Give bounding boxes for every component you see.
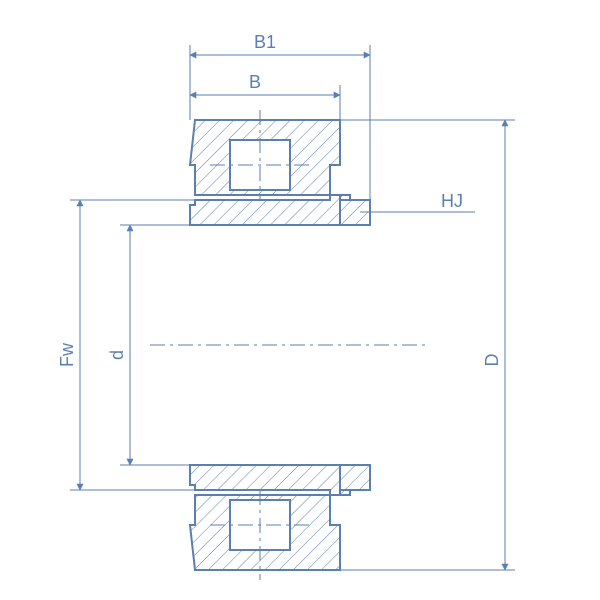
hj-lip-bottom [340, 490, 350, 495]
label-d: D [482, 354, 502, 367]
inner-ring-top [190, 195, 340, 225]
label-b1: B1 [254, 32, 276, 52]
label-d-small: d [107, 350, 127, 360]
label-b: B [249, 72, 261, 92]
label-fw: Fw [57, 342, 77, 367]
hj-lip-top [340, 195, 350, 200]
bearing-cross-section-diagram: B1 B D d Fw HJ [0, 0, 600, 600]
inner-ring-bottom [190, 465, 340, 495]
label-hj: HJ [441, 191, 463, 211]
hj-ring-bottom [340, 465, 370, 490]
